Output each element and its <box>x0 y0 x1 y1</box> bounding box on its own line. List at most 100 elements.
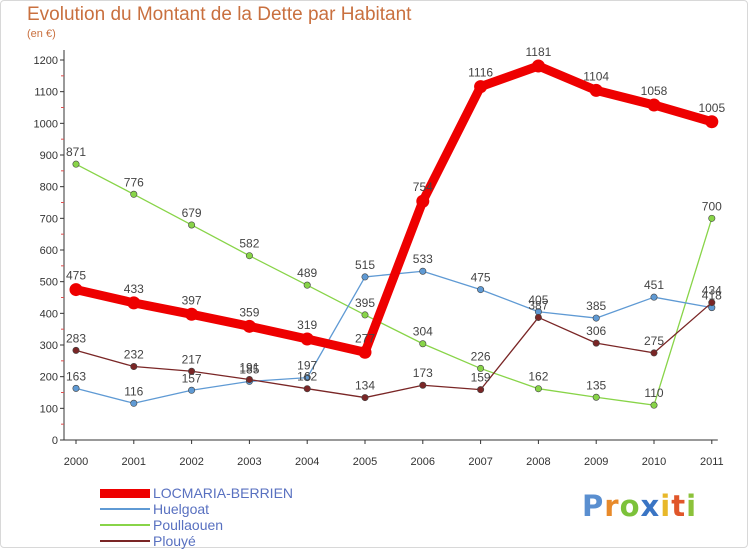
data-label: 776 <box>124 175 144 189</box>
x-tick-label: 2005 <box>353 456 377 468</box>
data-point <box>708 214 716 222</box>
data-point <box>72 160 80 168</box>
data-point <box>708 299 716 307</box>
data-point <box>419 340 427 348</box>
data-label: 283 <box>66 331 86 345</box>
data-point <box>188 386 196 394</box>
data-label: 135 <box>586 378 606 392</box>
series-line-plouy- <box>75 301 713 399</box>
legend-label: Poullaouen <box>153 517 224 533</box>
data-label: 359 <box>239 305 259 319</box>
data-label: 173 <box>413 366 433 380</box>
data-label: 475 <box>471 271 491 285</box>
legend-swatch <box>100 508 150 510</box>
data-point <box>592 393 600 401</box>
data-label: 191 <box>239 361 259 375</box>
data-point <box>188 367 196 375</box>
legend-label: LOCMARIA-BERRIEN <box>153 485 294 501</box>
y-tick-label: 500 <box>40 277 58 289</box>
data-label: 582 <box>239 237 259 251</box>
data-label: 1181 <box>525 45 551 59</box>
data-point <box>361 273 369 281</box>
data-label: 533 <box>413 252 433 266</box>
legend-swatch <box>100 540 150 542</box>
data-label: 387 <box>528 298 548 312</box>
data-label: 1104 <box>583 69 609 83</box>
data-label: 277 <box>355 331 375 345</box>
data-label: 226 <box>471 349 491 363</box>
data-point <box>300 332 314 346</box>
data-point <box>534 385 542 393</box>
data-point <box>650 401 658 409</box>
data-point <box>592 314 600 322</box>
data-point <box>69 283 83 297</box>
data-label: 1116 <box>468 66 493 80</box>
data-label: 1058 <box>641 84 668 98</box>
data-point <box>130 190 138 198</box>
y-tick-label: 1000 <box>34 118 58 130</box>
y-tick-label: 0 <box>52 435 58 447</box>
y-tick-label: 600 <box>40 245 58 257</box>
data-label: 217 <box>182 352 202 366</box>
data-label: 871 <box>66 145 86 159</box>
legend-label: Plouyé <box>153 533 196 549</box>
data-point <box>303 374 311 382</box>
y-tick-label: 700 <box>40 213 58 225</box>
data-label: 134 <box>355 379 375 393</box>
y-tick-label: 1200 <box>34 55 58 67</box>
data-point <box>130 363 138 371</box>
x-tick-label: 2006 <box>411 456 435 468</box>
data-label: 197 <box>297 359 317 373</box>
data-point <box>416 194 430 208</box>
data-label: 475 <box>66 269 86 283</box>
data-point <box>245 376 253 384</box>
data-label: 163 <box>66 369 86 383</box>
data-label: 700 <box>702 199 722 213</box>
data-point <box>589 83 603 97</box>
x-tick-label: 2010 <box>642 456 666 468</box>
data-point <box>358 345 372 359</box>
chart-title: Evolution du Montant de la Dette par Hab… <box>27 4 412 25</box>
series-line-huelgoat <box>75 270 713 404</box>
data-label: 1005 <box>698 101 725 115</box>
legend-label: Huelgoat <box>153 501 210 517</box>
data-point <box>650 349 658 357</box>
data-point <box>303 385 311 393</box>
data-point <box>650 293 658 301</box>
data-label: 405 <box>528 293 548 307</box>
data-point <box>361 394 369 402</box>
x-tick-label: 2004 <box>295 456 319 468</box>
series-line-poullaouen <box>75 163 713 406</box>
legend-swatch <box>100 524 150 526</box>
data-label: 515 <box>355 258 375 272</box>
data-point <box>474 80 488 94</box>
data-label: 433 <box>124 282 144 296</box>
data-label: 110 <box>644 386 663 400</box>
data-label: 395 <box>355 296 375 310</box>
y-tick-label: 300 <box>40 340 58 352</box>
data-label: 754 <box>413 180 433 194</box>
data-point <box>534 313 542 321</box>
data-point <box>592 339 600 347</box>
data-label: 319 <box>297 318 317 332</box>
x-tick-label: 2003 <box>237 456 261 468</box>
data-point <box>245 252 253 260</box>
data-point <box>242 319 256 333</box>
data-label: 385 <box>586 299 606 313</box>
line-chart: 0 100 200 300 400 500 600 700 800 900 1000 1100 1200… <box>34 45 726 468</box>
data-label: 159 <box>471 371 491 385</box>
data-label: 232 <box>124 348 144 362</box>
data-point <box>130 399 138 407</box>
data-point <box>72 384 80 392</box>
data-point <box>72 346 80 354</box>
series-line-locmaria-berrien <box>71 61 717 357</box>
proxiti-logo: Proxiti <box>582 489 698 523</box>
data-label: 304 <box>413 325 433 339</box>
y-tick-label: 1100 <box>34 87 58 99</box>
data-point <box>127 296 141 310</box>
data-point <box>477 386 485 394</box>
data-point <box>303 281 311 289</box>
data-point <box>647 98 661 112</box>
data-point <box>477 286 485 294</box>
